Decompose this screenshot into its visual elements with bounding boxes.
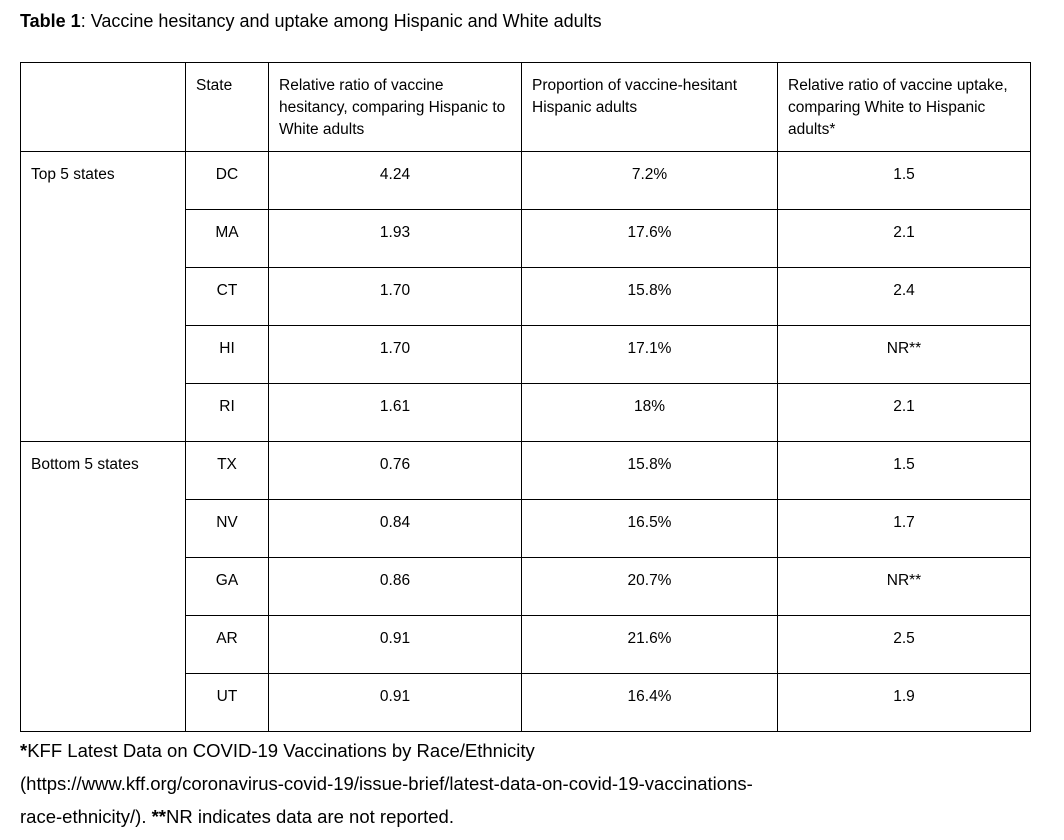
table-row-ar: AR 0.91 21.6% 2.5: [21, 615, 1031, 674]
table-row-ri: RI 1.61 18% 2.1: [21, 383, 1031, 442]
uptake-ratio-cell: 2.5: [777, 615, 1031, 674]
table-row-ga: GA 0.86 20.7% NR**: [21, 557, 1031, 616]
uptake-ratio-cell: 2.1: [777, 383, 1031, 442]
hesitant-proportion-cell: 7.2%: [521, 151, 778, 210]
hesitant-proportion-cell: 15.8%: [521, 267, 778, 326]
footnote-double-asterisk: **: [151, 806, 167, 827]
hesitant-proportion-cell: 16.5%: [521, 499, 778, 558]
table-footnote: *KFF Latest Data on COVID-19 Vaccination…: [20, 734, 1030, 833]
hesitant-proportion-cell: 16.4%: [521, 673, 778, 732]
table-row-ct: CT 1.70 15.8% 2.4: [21, 267, 1031, 326]
vaccine-table: State Relative ratio of vaccine hesitanc…: [20, 62, 1031, 732]
hesitancy-ratio-cell: 1.70: [268, 267, 522, 326]
header-state: State: [185, 62, 269, 152]
hesitancy-ratio-cell: 4.24: [268, 151, 522, 210]
uptake-ratio-cell: 2.4: [777, 267, 1031, 326]
state-cell: HI: [185, 325, 269, 384]
uptake-ratio-cell: 1.9: [777, 673, 1031, 732]
footnote-line-3: race-ethnicity/). **NR indicates data ar…: [20, 806, 454, 827]
state-cell: RI: [185, 383, 269, 442]
hesitancy-ratio-cell: 0.91: [268, 615, 522, 674]
state-cell: MA: [185, 209, 269, 268]
state-cell: TX: [185, 441, 269, 500]
table-row-ut: UT 0.91 16.4% 1.9: [21, 673, 1031, 732]
uptake-ratio-cell: NR**: [777, 325, 1031, 384]
footnote-asterisk: *: [20, 740, 28, 761]
header-blank: [20, 62, 186, 152]
uptake-ratio-cell: 1.7: [777, 499, 1031, 558]
hesitancy-ratio-cell: 0.86: [268, 557, 522, 616]
table-row-dc: Top 5 states DC 4.24 7.2% 1.5: [20, 151, 1031, 442]
state-cell: NV: [185, 499, 269, 558]
header-hesitancy-ratio: Relative ratio of vaccine hesitancy, com…: [268, 62, 522, 152]
hesitant-proportion-cell: 15.8%: [521, 441, 778, 500]
table-row-tx: Bottom 5 states TX 0.76 15.8% 1.5: [20, 441, 1031, 732]
footnote-line-1: *KFF Latest Data on COVID-19 Vaccination…: [20, 740, 535, 761]
hesitant-proportion-cell: 18%: [521, 383, 778, 442]
table-row-nv: NV 0.84 16.5% 1.7: [21, 499, 1031, 558]
footnote-url-part2: race-ethnicity/).: [20, 806, 152, 827]
table-header-row: State Relative ratio of vaccine hesitanc…: [20, 62, 1031, 152]
footnote-url-part1: (https://www.kff.org/coronavirus-covid-1…: [20, 773, 753, 794]
hesitancy-ratio-cell: 1.93: [268, 209, 522, 268]
footnote-source-text: KFF Latest Data on COVID-19 Vaccinations…: [27, 740, 535, 761]
hesitant-proportion-cell: 20.7%: [521, 557, 778, 616]
uptake-ratio-cell: 1.5: [777, 441, 1031, 500]
header-uptake-ratio: Relative ratio of vaccine uptake, compar…: [777, 62, 1031, 152]
state-cell: UT: [185, 673, 269, 732]
footnote-nr-text: NR indicates data are not reported.: [166, 806, 454, 827]
table-row-ma: MA 1.93 17.6% 2.1: [21, 209, 1031, 268]
uptake-ratio-cell: 2.1: [777, 209, 1031, 268]
footnote-line-2: (https://www.kff.org/coronavirus-covid-1…: [20, 773, 753, 794]
hesitancy-ratio-cell: 1.61: [268, 383, 522, 442]
table-title-label: Table 1: [20, 11, 81, 31]
header-hesitant-proportion: Proportion of vaccine-hesitant Hispanic …: [521, 62, 778, 152]
hesitancy-ratio-cell: 0.91: [268, 673, 522, 732]
group-label-bottom5: Bottom 5 states: [20, 441, 186, 732]
group-label-top5: Top 5 states: [20, 151, 186, 442]
state-cell: GA: [185, 557, 269, 616]
table-title: Table 1: Vaccine hesitancy and uptake am…: [20, 8, 1030, 34]
table-title-text: : Vaccine hesitancy and uptake among His…: [80, 11, 602, 31]
hesitant-proportion-cell: 17.6%: [521, 209, 778, 268]
hesitancy-ratio-cell: 0.76: [268, 441, 522, 500]
state-cell: DC: [185, 151, 269, 210]
hesitancy-ratio-cell: 1.70: [268, 325, 522, 384]
hesitant-proportion-cell: 21.6%: [521, 615, 778, 674]
table-row-hi: HI 1.70 17.1% NR**: [21, 325, 1031, 384]
state-cell: AR: [185, 615, 269, 674]
hesitant-proportion-cell: 17.1%: [521, 325, 778, 384]
hesitancy-ratio-cell: 0.84: [268, 499, 522, 558]
uptake-ratio-cell: NR**: [777, 557, 1031, 616]
uptake-ratio-cell: 1.5: [777, 151, 1031, 210]
state-cell: CT: [185, 267, 269, 326]
